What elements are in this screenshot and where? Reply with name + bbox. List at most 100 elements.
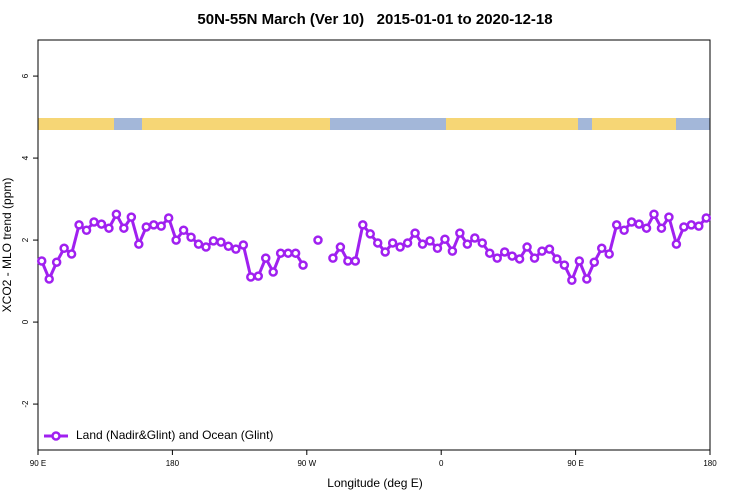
series-point <box>649 209 659 219</box>
series-point <box>634 219 644 229</box>
series-point <box>275 248 286 258</box>
series-point <box>529 253 540 263</box>
series-point <box>89 217 99 227</box>
series-point <box>126 212 137 222</box>
series-point <box>59 243 69 254</box>
series-point <box>223 241 234 251</box>
series-point <box>395 242 405 252</box>
chart-title: 50N-55N March (Ver 10) 2015-01-01 to 202… <box>197 11 552 28</box>
series-point <box>134 239 144 249</box>
series-point <box>216 237 226 247</box>
x-tick-label: 180 <box>703 459 717 468</box>
series-point <box>596 243 607 254</box>
series-point <box>694 221 704 231</box>
series-point <box>574 256 585 266</box>
series-point <box>350 256 361 266</box>
series-point <box>492 253 502 263</box>
series-point <box>582 274 592 284</box>
series-point <box>119 223 129 233</box>
series-point <box>328 253 338 263</box>
series-point <box>447 246 458 256</box>
series-point <box>664 212 674 222</box>
series-point <box>619 225 629 235</box>
legend-marker <box>51 431 61 441</box>
series-point <box>201 242 211 252</box>
series-point <box>51 257 62 267</box>
series-point <box>253 271 264 281</box>
series-point <box>156 221 166 231</box>
plot-frame <box>37 39 711 451</box>
series-point <box>626 217 637 227</box>
series-point <box>178 225 189 235</box>
y-tick-label: 6 <box>21 73 30 78</box>
series-point <box>552 254 562 264</box>
series-point <box>171 235 181 245</box>
map-strip <box>38 118 710 130</box>
x-tick-label: 0 <box>439 459 444 468</box>
series-point <box>402 238 413 248</box>
series-point <box>283 248 293 258</box>
x-tick-label: 180 <box>166 459 180 468</box>
series-point <box>701 213 712 223</box>
series-point <box>44 274 54 284</box>
y-tick-label: 2 <box>21 237 30 242</box>
series-point <box>208 236 219 246</box>
y-tick-label: 0 <box>21 319 30 324</box>
x-tick-label: 90 E <box>567 459 583 468</box>
series-point <box>686 220 697 230</box>
series-point <box>671 239 682 249</box>
series-point <box>604 249 614 259</box>
series-point <box>231 244 241 254</box>
series-point <box>641 223 652 233</box>
x-tick-label: 90 W <box>297 459 316 468</box>
series-point <box>246 272 256 282</box>
series-point <box>298 260 308 270</box>
series-point <box>507 251 517 261</box>
series-point <box>104 223 114 233</box>
series-point <box>432 243 443 254</box>
series-line <box>331 211 708 284</box>
y-axis-label: XCO2 - MLO trend (ppm) <box>0 178 14 313</box>
series-point <box>522 242 532 252</box>
series-point <box>417 239 428 249</box>
series-point <box>74 220 84 230</box>
series-point <box>499 247 510 257</box>
series-point <box>455 228 465 238</box>
x-tick-label: 90 E <box>30 459 46 468</box>
series-point <box>260 253 271 263</box>
series-point <box>141 222 152 232</box>
series-point <box>81 225 92 235</box>
series-point <box>186 232 196 242</box>
series-point <box>343 256 353 266</box>
series-point <box>387 238 398 248</box>
series-point <box>410 228 420 238</box>
series-point <box>66 249 77 259</box>
series-point <box>163 213 174 223</box>
series-point <box>290 248 301 258</box>
series-point <box>656 223 667 233</box>
series-point <box>589 257 600 267</box>
series-point <box>96 219 107 229</box>
series-point <box>36 256 47 266</box>
series-point <box>440 234 450 245</box>
legend-label: Land (Nadir&Glint) and Ocean (Glint) <box>76 428 273 442</box>
series-point <box>567 275 577 286</box>
series-point <box>193 239 204 249</box>
series-point <box>611 220 622 230</box>
series-point <box>537 246 547 256</box>
series-point <box>358 220 368 230</box>
series-point <box>679 222 689 232</box>
series-point <box>470 233 480 243</box>
series-point <box>372 238 383 248</box>
series-point <box>544 244 555 254</box>
series-point <box>477 238 488 248</box>
series-point <box>335 242 346 252</box>
series-point <box>111 209 122 219</box>
series-point <box>268 267 278 277</box>
series-point <box>313 235 323 245</box>
series-point <box>425 236 435 246</box>
series-point <box>380 247 390 257</box>
series-point <box>365 229 376 239</box>
y-tick-label: -2 <box>21 400 30 408</box>
